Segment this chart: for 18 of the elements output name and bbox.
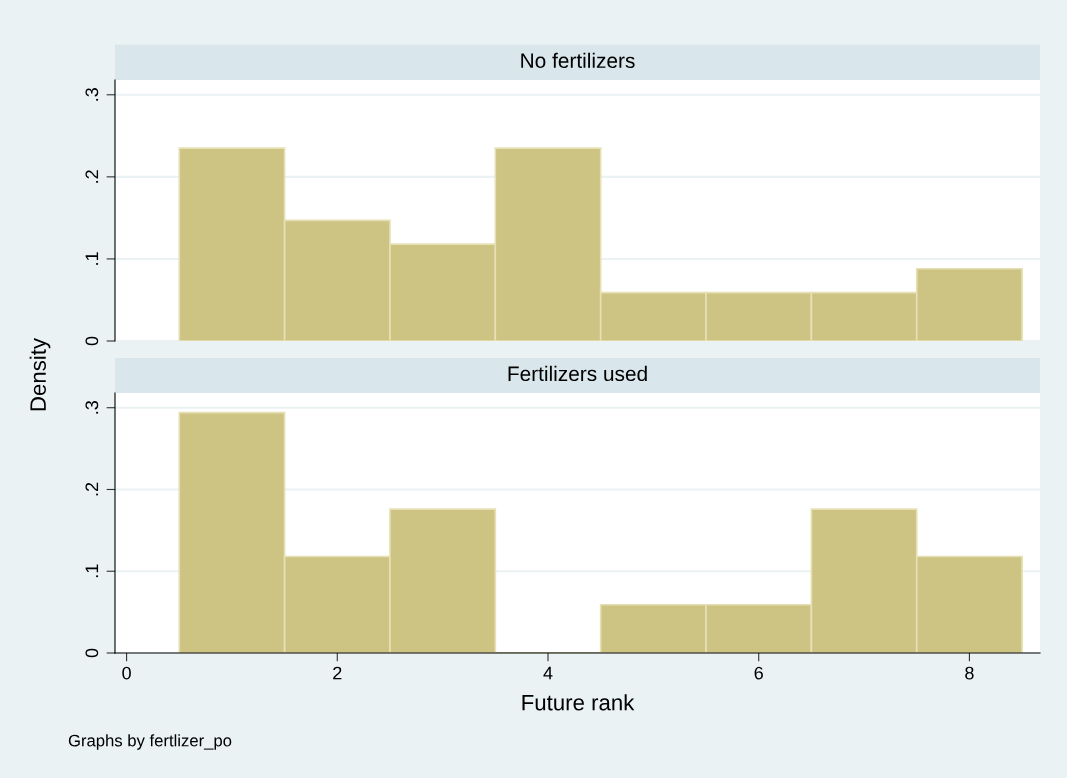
x-tick-label: 0	[122, 666, 131, 680]
y-tick-label: 0	[85, 648, 99, 658]
y-axis-title: Density	[29, 337, 51, 411]
y-tick-label: .2	[85, 170, 99, 183]
x-tick-label: 4	[543, 666, 553, 680]
x-tick-label: 2	[333, 666, 342, 680]
y-tick-label: .3	[85, 88, 99, 101]
y-tick-label: .3	[85, 400, 99, 414]
x-tick-label: 6	[754, 666, 763, 680]
y-tick-label: .1	[85, 252, 99, 265]
x-tick-label: 8	[965, 666, 974, 680]
chart-title: Fertilizers used	[508, 365, 647, 382]
text: Graphs by fertlizer_po	[68, 734, 232, 750]
y-tick-label: .2	[85, 482, 99, 496]
x-axis-title: Future rank	[522, 694, 635, 711]
y-tick-label: .1	[85, 564, 99, 578]
y-tick-label: 0	[85, 336, 99, 346]
chart-title: No fertilizers	[521, 52, 635, 69]
